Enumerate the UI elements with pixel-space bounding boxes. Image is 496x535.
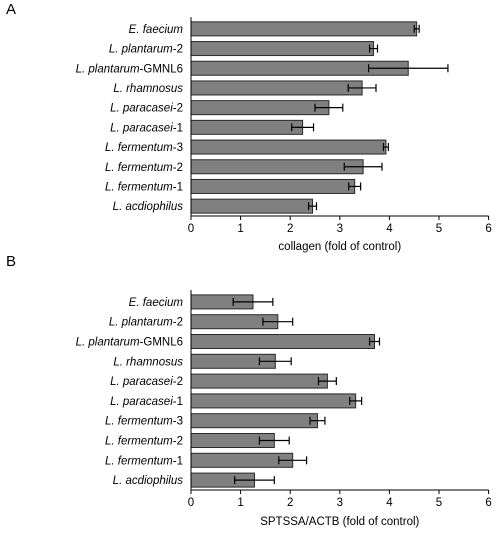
x-axis-title: collagen (fold of control)	[278, 241, 401, 253]
category-species: L. paracasei	[110, 396, 173, 408]
category-strain: -GMNL6	[140, 337, 183, 349]
category-species: L. acdiophilus	[113, 201, 184, 213]
category-label: L. fermentum-3	[105, 416, 183, 428]
category-strain: -3	[173, 416, 183, 428]
category-label: L. paracasei-1	[110, 122, 183, 134]
category-species: L. acdiophilus	[113, 475, 184, 487]
x-tick-label: 2	[287, 497, 293, 509]
category-species: L. rhamnosus	[113, 356, 183, 368]
x-tick-label: 0	[188, 497, 194, 509]
category-species: L. fermentum	[105, 416, 173, 428]
category-species: E. faecium	[129, 24, 184, 36]
bar	[190, 178, 356, 194]
category-species: L. paracasei	[110, 376, 173, 388]
category-label: L. fermentum-3	[105, 142, 183, 154]
bar	[190, 159, 364, 175]
category-species: L. fermentum	[105, 455, 173, 467]
x-tick-label: 1	[237, 223, 243, 235]
category-label: L. plantarum-GMNL6	[76, 337, 183, 349]
category-strain: -1	[173, 122, 183, 134]
category-label: L. plantarum-2	[109, 44, 183, 56]
category-species: L. paracasei	[110, 103, 173, 115]
category-label: L. fermentum-2	[105, 436, 183, 448]
category-species: L. plantarum	[76, 63, 140, 75]
bar	[190, 393, 357, 409]
category-strain: -1	[173, 455, 183, 467]
category-species: L. plantarum	[109, 44, 173, 56]
category-label: E. faecium	[129, 297, 184, 309]
bar	[190, 198, 314, 214]
category-strain: -1	[173, 181, 183, 193]
category-species: L. fermentum	[105, 142, 173, 154]
category-strain: -2	[173, 162, 183, 174]
category-label: L. rhamnosus	[113, 356, 183, 368]
bar	[190, 413, 318, 429]
panel-letter: B	[6, 253, 16, 270]
x-tick-label: 6	[485, 497, 491, 509]
x-tick-label: 4	[386, 497, 393, 509]
panel-letter: A	[6, 1, 16, 18]
category-strain: -GMNL6	[140, 63, 183, 75]
x-tick-label: 4	[386, 223, 393, 235]
x-tick-label: 6	[485, 223, 491, 235]
bar	[190, 139, 387, 155]
bar	[190, 100, 330, 116]
category-species: L. plantarum	[76, 337, 140, 349]
category-strain: -1	[173, 396, 183, 408]
category-label: L. plantarum-GMNL6	[76, 63, 183, 75]
category-strain: -2	[173, 436, 183, 448]
category-strain: -2	[173, 44, 183, 56]
x-tick-label: 5	[436, 223, 442, 235]
category-label: E. faecium	[129, 24, 184, 36]
category-label: L. paracasei-2	[110, 376, 183, 388]
category-label: L. fermentum-1	[105, 455, 183, 467]
bar	[190, 80, 363, 96]
category-strain: -2	[173, 376, 183, 388]
category-label: L. acdiophilus	[113, 201, 184, 213]
category-species: L. fermentum	[105, 181, 173, 193]
category-label: L. fermentum-2	[105, 162, 183, 174]
category-label: L. rhamnosus	[113, 83, 183, 95]
category-species: L. paracasei	[110, 122, 173, 134]
bar	[190, 373, 328, 389]
x-tick-label: 1	[237, 497, 243, 509]
category-species: L. plantarum	[109, 317, 173, 329]
category-label: L. paracasei-1	[110, 396, 183, 408]
category-strain: -2	[173, 103, 183, 115]
category-strain: -2	[173, 317, 183, 329]
x-axis-title: SPTSSA/ACTB (fold of control)	[260, 516, 419, 528]
category-label: L. fermentum-1	[105, 181, 183, 193]
bar	[190, 41, 375, 57]
x-tick-label: 2	[287, 223, 293, 235]
category-species: L. fermentum	[105, 436, 173, 448]
x-tick-label: 0	[188, 223, 194, 235]
bar	[190, 21, 418, 37]
category-strain: -3	[173, 142, 183, 154]
category-label: L. plantarum-2	[109, 317, 183, 329]
x-tick-label: 5	[436, 497, 442, 509]
bar	[190, 119, 304, 135]
category-species: E. faecium	[129, 297, 184, 309]
x-tick-label: 3	[337, 223, 343, 235]
category-species: L. rhamnosus	[113, 83, 183, 95]
bar	[190, 334, 376, 349]
category-label: L. paracasei-2	[110, 103, 183, 115]
bar	[190, 452, 294, 468]
x-tick-label: 3	[337, 497, 343, 509]
category-species: L. fermentum	[105, 162, 173, 174]
category-label: L. acdiophilus	[113, 475, 184, 487]
